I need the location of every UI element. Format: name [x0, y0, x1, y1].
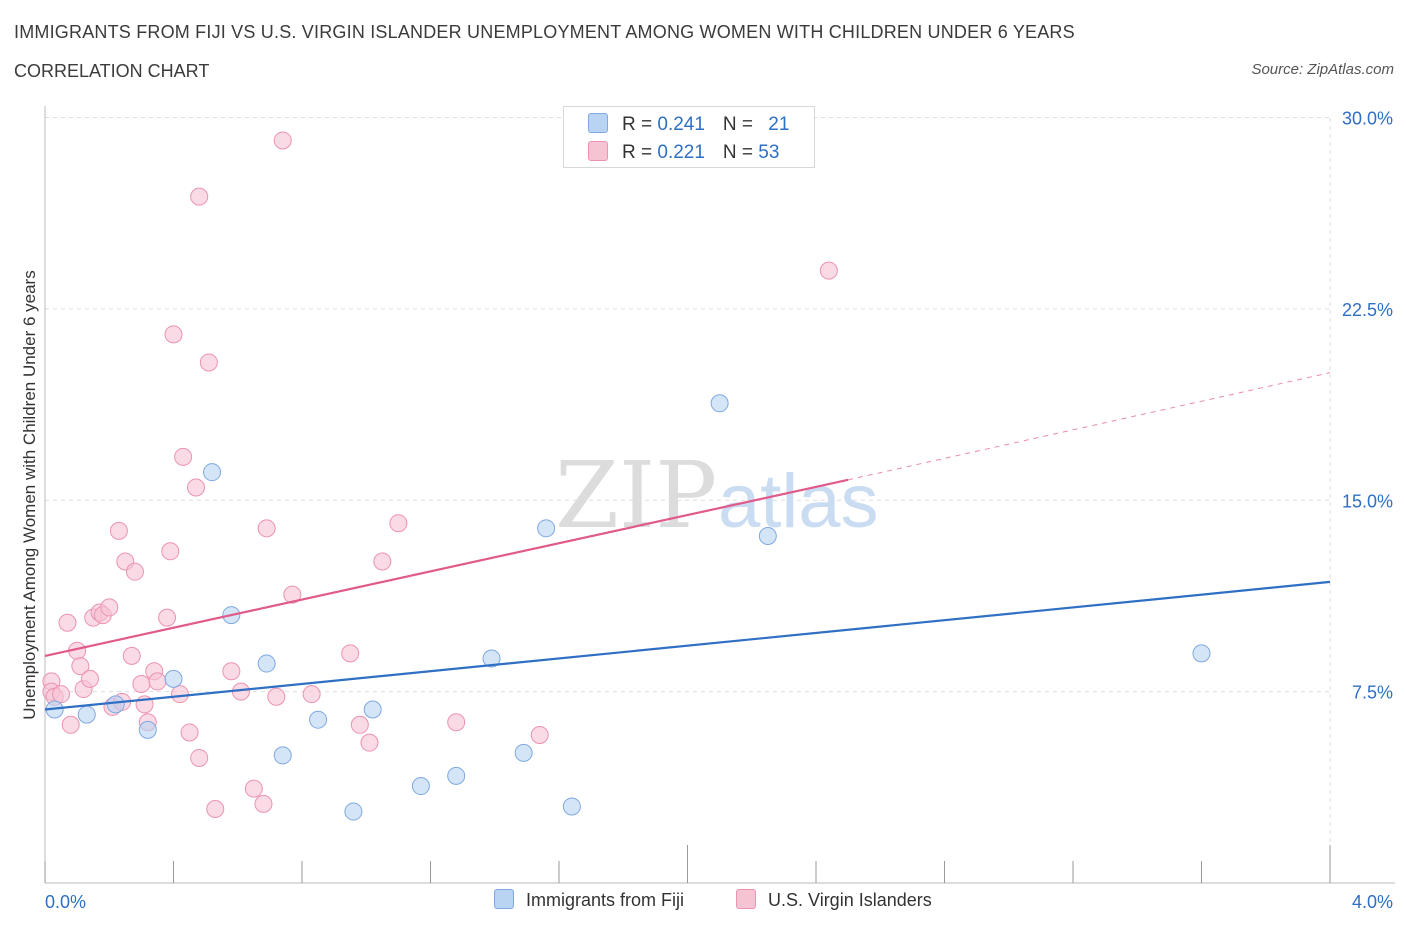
vi-trend-line-dashed [848, 372, 1331, 481]
fiji-point [447, 766, 466, 785]
bottom-legend-swatch-fiji [494, 889, 514, 909]
vi-point [190, 187, 209, 206]
x-tick-label: 0.0% [45, 892, 86, 912]
vi-point [109, 521, 128, 540]
vi-point [164, 325, 183, 344]
fiji-point [514, 743, 533, 762]
legend-r-value: 0.241 [657, 114, 705, 135]
vi-point [174, 447, 193, 466]
legend-row-fiji: R = 0.241 N = 21 [588, 113, 789, 137]
vi-point [80, 669, 99, 688]
fiji-point [309, 710, 328, 729]
vi-trend-line [44, 478, 849, 657]
vi-point [257, 519, 276, 538]
fiji-point [1192, 644, 1211, 663]
vi-point [389, 514, 408, 533]
vi-point [350, 715, 369, 734]
vi-point [125, 562, 144, 581]
vi-point [302, 685, 321, 704]
vi-point [530, 726, 549, 745]
vi-point [273, 131, 292, 150]
fiji-point [257, 654, 276, 673]
chart-title: IMMIGRANTS FROM FIJI VS U.S. VIRGIN ISLA… [14, 22, 1075, 42]
vi-point [267, 687, 286, 706]
vi-point [122, 646, 141, 665]
bottom-legend-swatch-vi [736, 889, 756, 909]
vi-point [199, 353, 218, 372]
vi-point [71, 657, 90, 676]
fiji-point [537, 519, 556, 538]
legend-n-label: N = [722, 114, 759, 135]
fiji-point [562, 797, 581, 816]
fiji-point [344, 802, 363, 821]
vi-point [819, 261, 838, 280]
legend-swatch-vi [588, 141, 608, 161]
legend-r-label: R = [622, 142, 658, 163]
fiji-point [411, 777, 430, 796]
vi-point [148, 672, 167, 691]
vi-point [244, 779, 263, 798]
legend-n-label: N = [722, 142, 759, 163]
fiji-trend-line [44, 580, 1331, 711]
axes-layer [44, 106, 1395, 884]
points-layer [42, 131, 1211, 821]
vi-point [206, 800, 225, 819]
fiji-point [758, 526, 777, 545]
fiji-point [106, 695, 125, 714]
vi-point [132, 674, 151, 693]
vi-point [170, 685, 189, 704]
vi-point [254, 794, 273, 813]
legend-row-vi: R = 0.221 N = 53 [588, 141, 779, 165]
legend-n-value: 21 [768, 114, 790, 135]
watermark-atlas: atlas [718, 459, 879, 544]
vi-point [222, 662, 241, 681]
y-axis-label: Unemployment Among Women with Children U… [20, 270, 39, 720]
vi-point [283, 585, 302, 604]
source-credit: Source: ZipAtlas.com [1251, 61, 1394, 78]
watermark-zip: ZIP [555, 442, 717, 549]
fiji-point [273, 746, 292, 765]
fiji-point [138, 720, 157, 739]
fiji-point [203, 463, 222, 482]
chart-subtitle: CORRELATION CHART [14, 61, 210, 81]
bottom-legend-label-fiji: Immigrants from Fiji [526, 890, 685, 910]
y-tick-label: 22.5% [1342, 300, 1393, 320]
vi-point [180, 723, 199, 742]
x-tick-label: 4.0% [1352, 892, 1393, 912]
vi-point [186, 478, 205, 497]
vi-point [447, 713, 466, 732]
bottom-legend-label-vi: U.S. Virgin Islanders [768, 890, 932, 910]
tick-label-layer: 7.5% 15.0% 22.5% 30.0% 0.0% 4.0% [45, 109, 1393, 913]
fiji-point [363, 700, 382, 719]
fiji-point [77, 705, 96, 724]
legend-r-value: 0.221 [657, 142, 705, 163]
legend-swatch-fiji [588, 113, 608, 133]
y-tick-label: 30.0% [1342, 109, 1393, 129]
fiji-point [482, 649, 501, 668]
vi-point [52, 685, 71, 704]
y-tick-label: 15.0% [1342, 491, 1393, 511]
correlation-legend: R = 0.241 N = 21 R = 0.221 N = 53 [563, 106, 815, 168]
legend-n-value: 53 [758, 142, 780, 163]
vi-point [158, 608, 177, 627]
legend-r-label: R = [622, 114, 658, 135]
vi-point [360, 733, 379, 752]
y-tick-label: 7.5% [1352, 683, 1393, 703]
bottom-legend-vi: U.S. Virgin Islanders [736, 889, 932, 911]
bottom-legend-fiji: Immigrants from Fiji [494, 889, 684, 911]
trend-layer [44, 372, 1331, 711]
vi-point [341, 644, 360, 663]
vi-point [61, 715, 80, 734]
vi-point [373, 552, 392, 571]
vi-point [58, 613, 77, 632]
vi-point [190, 748, 209, 767]
vi-point [100, 598, 119, 617]
vi-point [161, 542, 180, 561]
fiji-point [164, 669, 183, 688]
fiji-point [710, 394, 729, 413]
